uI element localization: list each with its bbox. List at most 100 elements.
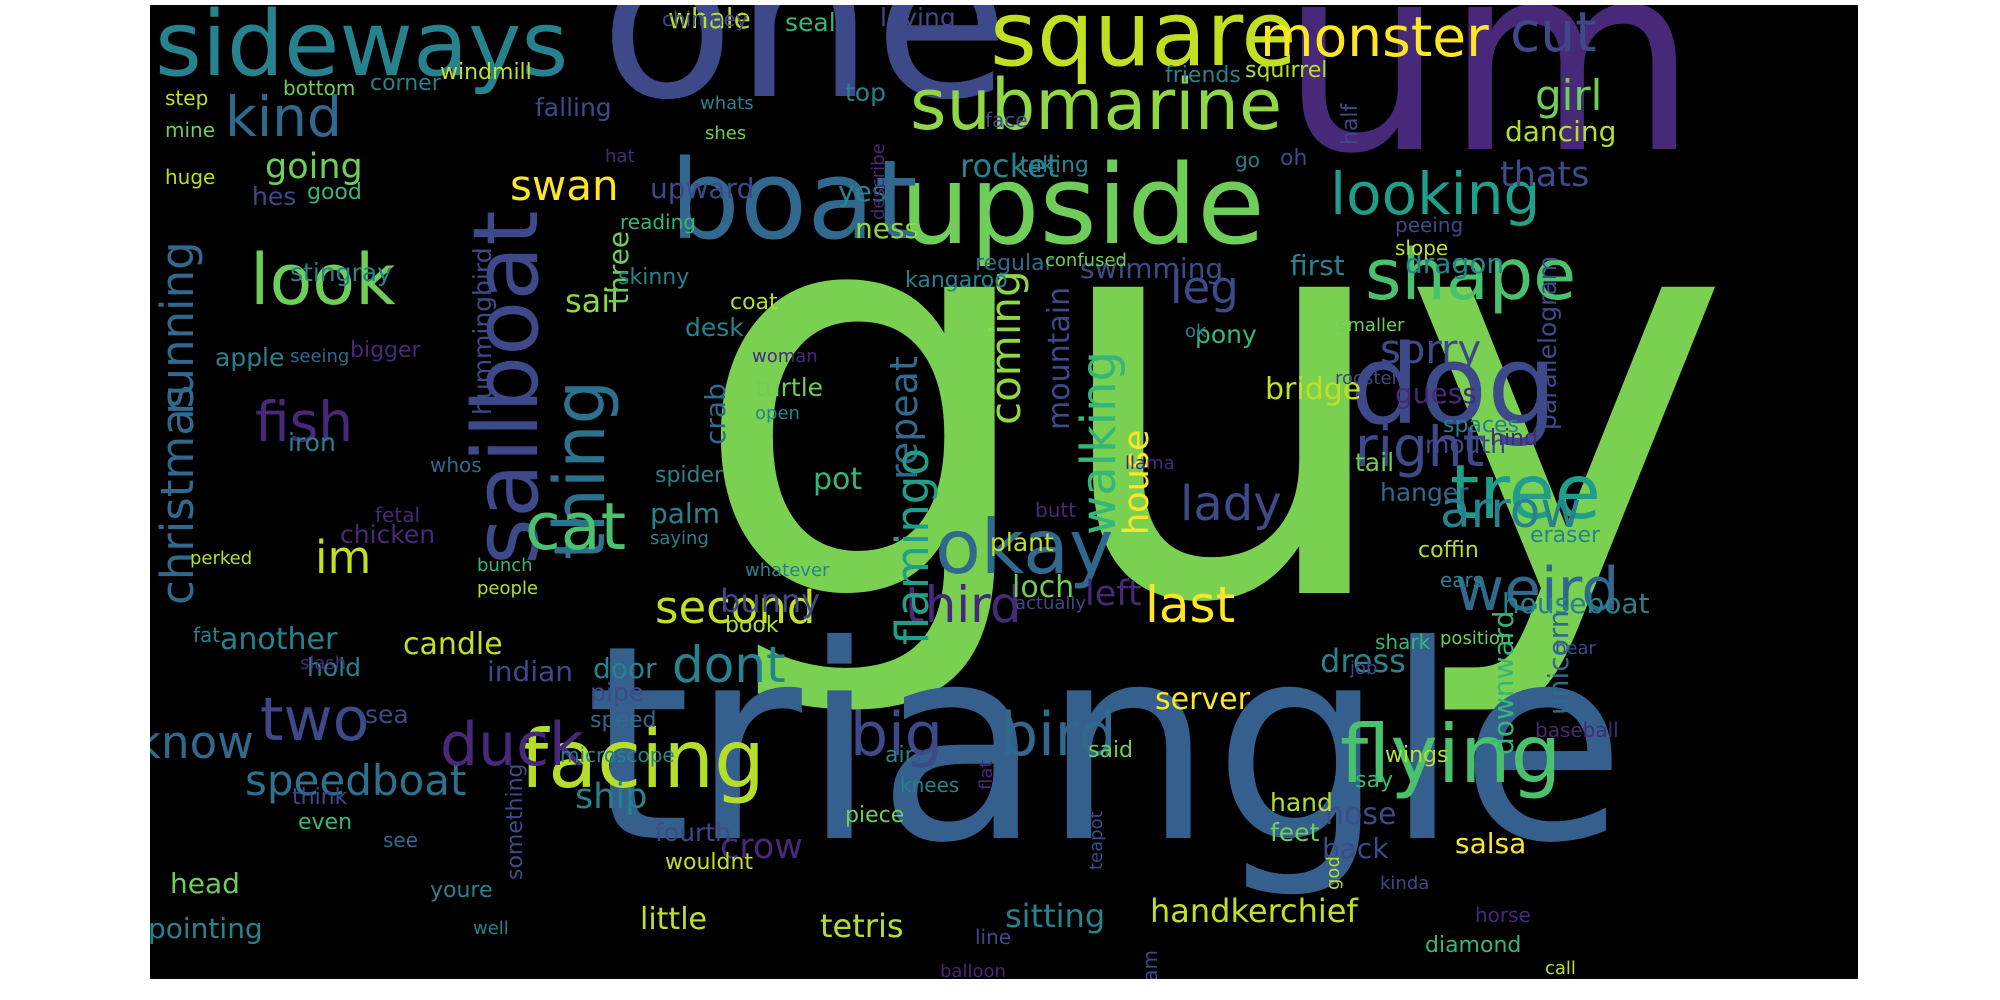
word-third: third: [905, 576, 1022, 634]
word-hummingbird: hummingbird: [468, 247, 497, 415]
word-cat: cat: [525, 490, 627, 565]
word-thats: thats: [1500, 155, 1590, 195]
word-duck: duck: [440, 710, 584, 780]
word-plant: plant: [990, 528, 1054, 557]
word-unicorn: unicorn: [1542, 610, 1575, 715]
word-people: people: [477, 578, 539, 599]
word-cloud: guy triangle um one upside square boat sideways…: [150, 5, 1858, 979]
word-line: line: [975, 925, 1012, 949]
word-ok: ok: [1185, 321, 1207, 342]
word-said: said: [1088, 738, 1134, 763]
word-looking: looking: [1330, 160, 1541, 228]
word-leg: leg: [1170, 261, 1239, 314]
word-indian: indian: [487, 655, 573, 688]
word-god: god: [1323, 856, 1344, 890]
word-tail: tail: [1355, 448, 1395, 477]
word-sorry: sorry: [1380, 327, 1482, 373]
word-guy: guy: [690, 74, 1732, 726]
word-diamond: diamond: [1425, 933, 1522, 958]
word-sitting: sitting: [1005, 897, 1106, 935]
word-call: call: [1545, 958, 1576, 979]
word-peeing: peeing: [1395, 213, 1464, 237]
word-good: good: [307, 180, 362, 205]
word-handkerchief: handkerchief: [1150, 892, 1358, 930]
word-sideways: sideways: [155, 5, 569, 97]
word-see: see: [383, 828, 419, 852]
word-right: right: [1355, 415, 1485, 479]
word-triangle: triangle: [585, 587, 1626, 902]
word-wings: wings: [1385, 743, 1449, 768]
word-hes: hes: [252, 182, 297, 211]
word-palm: palm: [650, 497, 720, 530]
word-coming: coming: [981, 270, 1030, 425]
word-slash: slash: [300, 653, 347, 674]
word-baseball: baseball: [1535, 718, 1619, 742]
word-seal: seal: [785, 8, 836, 37]
word-ness: ness: [855, 212, 920, 245]
word-knees: knees: [900, 773, 960, 797]
word-mine: mine: [165, 118, 216, 142]
word-open: open: [755, 403, 800, 424]
word-tetris: tetris: [820, 907, 904, 945]
word-sea: sea: [365, 700, 409, 729]
word-bigger: bigger: [350, 338, 421, 363]
word-well: well: [473, 918, 509, 939]
word-tree: tree: [1450, 448, 1601, 536]
word-hold: hold: [307, 653, 361, 682]
word-swan: swan: [510, 161, 619, 210]
word-fat: fat: [193, 623, 221, 647]
word-oh: oh: [1280, 146, 1308, 171]
word-swimming: swimming: [1080, 252, 1224, 285]
word-shes: shes: [705, 123, 747, 144]
word-saying: saying: [650, 528, 709, 549]
word-coat: coat: [730, 290, 778, 315]
word-mouth: mouth: [1425, 430, 1507, 459]
word-guess: guess: [1395, 377, 1477, 410]
word-running: running: [151, 241, 204, 415]
word-bottom: bottom: [283, 76, 356, 100]
word-fourth: fourth: [655, 818, 731, 847]
word-something: something: [503, 763, 528, 880]
word-bird: bird: [1000, 700, 1117, 770]
word-actually: actually: [1015, 593, 1087, 614]
word-okay: okay: [935, 503, 1114, 591]
word-eraser: eraser: [1530, 523, 1601, 548]
word-girl: girl: [1535, 71, 1603, 120]
word-half: half: [1338, 103, 1363, 145]
word-shape: shape: [1365, 234, 1577, 316]
word-youre: youre: [430, 878, 493, 903]
word-another: another: [220, 622, 338, 657]
word-confused: confused: [1045, 250, 1127, 271]
word-bunch: bunch: [477, 555, 533, 576]
word-downward: downward: [1487, 610, 1520, 755]
word-position: position: [1440, 628, 1512, 649]
word-iron: iron: [288, 428, 336, 457]
word-head: head: [170, 867, 240, 900]
word-arrow: arrow: [1440, 481, 1582, 539]
word-lady: lady: [1180, 476, 1282, 532]
word-friends: friends: [1165, 63, 1241, 88]
word-sail: sail: [565, 282, 620, 320]
word-step: step: [165, 86, 209, 110]
word-laying: laying: [880, 5, 956, 32]
word-piece: piece: [845, 803, 905, 828]
word-ram: ram: [1138, 950, 1162, 979]
word-pony: pony: [1195, 320, 1257, 349]
word-windmill: windmill: [440, 60, 532, 85]
word-mountain: mountain: [1042, 286, 1077, 430]
word-parallelogram: parallelogram: [1533, 255, 1562, 430]
word-teapot: teapot: [1086, 811, 1107, 870]
word-chicken: chicken: [340, 520, 436, 549]
word-turtle: turtle: [755, 373, 824, 402]
word-speed: speed: [590, 708, 657, 733]
word-skinny: skinny: [618, 265, 690, 290]
word-rocket: rocket: [960, 147, 1060, 185]
word-bear: bear: [1555, 638, 1596, 659]
word-describe: describe: [868, 143, 889, 220]
word-squirrel: squirrel: [1245, 58, 1328, 83]
word-face: face: [985, 108, 1028, 132]
word-corner: corner: [370, 71, 441, 96]
word-first: first: [1290, 249, 1345, 282]
word-taking: taking: [1020, 153, 1089, 178]
word-butt: butt: [1035, 498, 1077, 522]
